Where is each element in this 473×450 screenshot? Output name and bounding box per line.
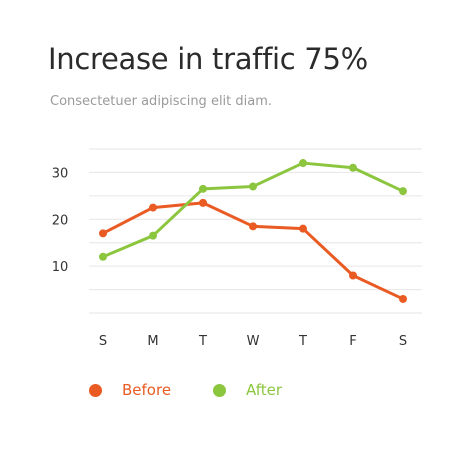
data-point-before xyxy=(249,222,257,231)
x-tick-label: W xyxy=(247,334,260,349)
data-point-before xyxy=(399,294,407,303)
y-axis-ticks: 10 20 30 xyxy=(52,166,69,275)
data-point-before xyxy=(299,224,307,233)
y-tick-label: 10 xyxy=(52,260,69,275)
data-point-before xyxy=(349,271,357,280)
chart-subtitle: Consectetuer adipiscing elit diam. xyxy=(50,94,273,109)
data-point-before xyxy=(99,229,107,238)
legend-item-before[interactable]: Before xyxy=(89,381,171,399)
grid-lines xyxy=(89,148,422,314)
chart-title: Increase in traffic 75% xyxy=(48,42,368,76)
legend-label-before: Before xyxy=(122,381,172,399)
data-point-before xyxy=(199,198,207,207)
legend-label-after: After xyxy=(246,381,283,399)
data-point-after xyxy=(399,187,407,196)
x-tick-label: M xyxy=(147,334,158,349)
x-tick-label: S xyxy=(399,334,407,349)
before-dot-icon xyxy=(89,383,102,397)
x-tick-label: S xyxy=(99,334,107,349)
y-tick-label: 20 xyxy=(52,213,69,228)
x-tick-label: F xyxy=(349,334,356,349)
data-point-after xyxy=(199,184,207,193)
legend-item-after[interactable]: After xyxy=(213,381,282,399)
y-tick-label: 30 xyxy=(52,166,69,181)
series-line-before xyxy=(101,201,405,301)
legend: Before After xyxy=(89,381,324,399)
data-point-after xyxy=(299,159,307,168)
data-point-after xyxy=(349,163,357,172)
data-point-before xyxy=(149,203,157,212)
data-point-after xyxy=(249,182,257,191)
x-tick-label: T xyxy=(298,334,307,349)
data-point-after xyxy=(99,252,107,261)
x-tick-label: T xyxy=(198,334,207,349)
series-layer xyxy=(99,159,407,303)
data-point-after xyxy=(149,231,157,240)
after-dot-icon xyxy=(213,383,227,397)
